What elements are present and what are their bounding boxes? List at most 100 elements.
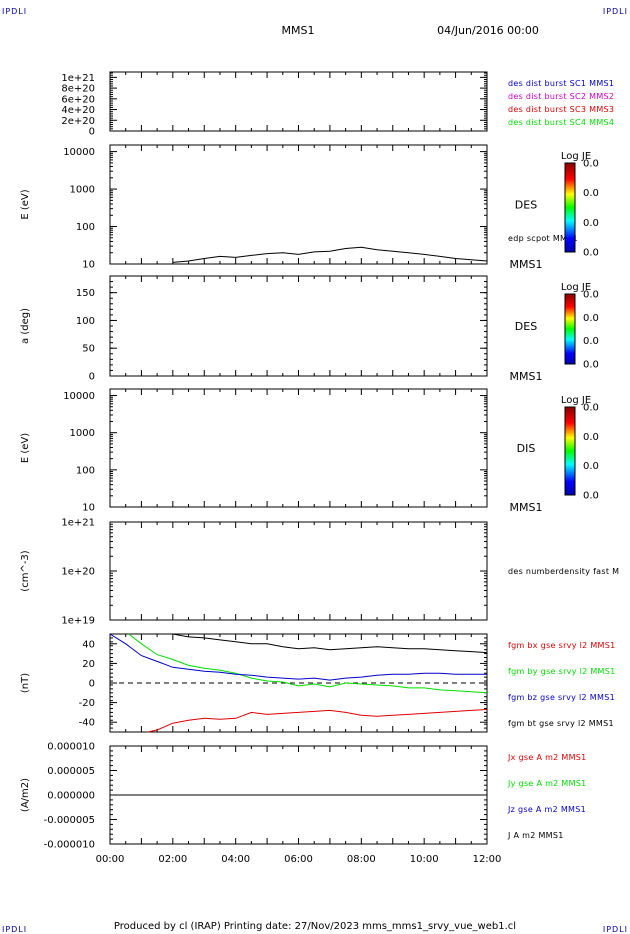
y-tick-label: 6e+20 [61, 94, 95, 105]
colorbar-tick-label: 0.0 [583, 360, 599, 371]
series-line [147, 709, 488, 733]
time-tick-label: 02:00 [158, 854, 187, 865]
legend-entry: des dist burst SC4 MMS4 [508, 118, 614, 127]
colorbar-tick-label: 0.0 [583, 403, 599, 414]
y-tick-label: 4e+20 [61, 105, 95, 116]
series-line [172, 633, 488, 654]
legend-entry: Jy gse A m2 MMS1 [507, 779, 587, 788]
legend-entry: Jz gse A m2 MMS1 [507, 805, 586, 814]
panel-frame [109, 521, 488, 621]
spacecraft-label: MMS1 [510, 258, 543, 271]
y-axis-label: (nT) [20, 673, 31, 693]
y-tick-label: 1e+20 [61, 567, 95, 578]
y-tick-label: 150 [76, 288, 95, 299]
legend-entry: des dist burst SC2 MMS2 [508, 92, 614, 101]
figure-date: 04/Jun/2016 00:00 [437, 24, 539, 37]
spacecraft-label: MMS1 [510, 370, 543, 383]
colorbar-tick-label: 0.0 [583, 248, 599, 259]
series-line [109, 633, 487, 681]
overlay-series-label: edp scpot MMS1 [508, 234, 578, 243]
legend-entry: J A m2 MMS1 [507, 831, 564, 840]
y-tick-label: 10000 [63, 147, 95, 158]
colorbar-tick-label: 0.0 [583, 491, 599, 502]
y-tick-label: 0 [89, 679, 95, 690]
panel-frame [109, 388, 488, 508]
legend-entry: Jx gse A m2 MMS1 [507, 753, 587, 762]
colorbar-tick-label: 0.0 [583, 432, 599, 443]
y-tick-label: 0.000000 [47, 791, 95, 802]
y-axis-label: a (deg) [20, 308, 31, 344]
colorbar-tick-label: 0.0 [583, 159, 599, 170]
time-tick-label: 04:00 [221, 854, 250, 865]
y-tick-label: 0 [89, 372, 95, 383]
figure-title: MMS1 [282, 24, 315, 37]
y-tick-label: 0.000010 [47, 742, 95, 753]
panel-frame [109, 275, 488, 377]
panel-des-energy: 10 100 1000 10000 E (eV) edp scpot MMS1 DES MMS… [20, 144, 599, 271]
legend-entry: des dist burst SC3 MMS3 [508, 105, 614, 114]
y-tick-label: 1e+19 [61, 616, 95, 627]
colorbar-tick-label: 0.0 [583, 461, 599, 472]
time-tick-label: 00:00 [96, 854, 125, 865]
y-tick-label: 10 [82, 503, 95, 514]
time-tick-label: 08:00 [347, 854, 376, 865]
y-tick-label: 1000 [70, 428, 95, 439]
y-tick-label: 10000 [63, 391, 95, 402]
y-axis-label: E (eV) [20, 189, 31, 219]
y-tick-label: 100 [76, 222, 95, 233]
colorbar-tick-label: 0.0 [583, 218, 599, 229]
legend-entry: des numberdensity fast M [508, 567, 619, 576]
y-tick-label: 0 [89, 127, 95, 138]
y-tick-label: 100 [76, 316, 95, 327]
panel-frame [109, 144, 488, 265]
corner-label-top-right: IPDLI [603, 7, 628, 16]
colorbar-tick-label: 0.0 [583, 188, 599, 199]
y-axis-label: (A/m2) [20, 778, 31, 812]
legend-entry: des dist burst SC1 MMS1 [508, 79, 614, 88]
panel-des-density: 1e+19 1e+20 1e+21 (cm^-3) des numberdensity … [20, 518, 619, 627]
panel-frame [109, 71, 488, 132]
colorbar-title: Log JE [561, 151, 591, 162]
time-tick-label: 12:00 [473, 854, 502, 865]
y-tick-label: 1e+21 [61, 73, 95, 84]
y-tick-label: 100 [76, 465, 95, 476]
y-tick-label: -0.000005 [44, 815, 95, 826]
time-tick-label: 06:00 [284, 854, 313, 865]
instrument-label: DES [515, 320, 537, 333]
y-tick-label: 1e+21 [61, 518, 95, 529]
time-tick-label: 10:00 [410, 854, 439, 865]
footer-credit: Produced by cl (IRAP) Printing date: 27/… [114, 921, 516, 932]
colorbar-tick-label: 0.0 [583, 336, 599, 347]
y-axis-label: (cm^-3) [20, 550, 31, 591]
y-tick-label: -40 [79, 718, 95, 729]
y-tick-label: -20 [79, 698, 95, 709]
colorbar-title: Log JE [561, 282, 591, 293]
instrument-label: DIS [517, 442, 536, 455]
corner-label-top-left: IPDLI [2, 7, 27, 16]
colorbar [564, 293, 576, 365]
y-tick-label: 8e+20 [61, 84, 95, 95]
y-tick-label: 10 [82, 260, 95, 271]
colorbar [564, 162, 576, 253]
y-tick-label: 2e+20 [61, 116, 95, 127]
series-line [172, 246, 488, 263]
colorbar-tick-label: 0.0 [583, 290, 599, 301]
colorbar-tick-label: 0.0 [583, 313, 599, 324]
colorbar [564, 406, 576, 496]
colorbar-title: Log JE [561, 395, 591, 406]
y-tick-label: 0.000005 [47, 766, 95, 777]
legend-entry: fgm bt gse srvy l2 MMS1 [508, 719, 614, 728]
corner-label-bottom-right: IPDLI [603, 925, 628, 934]
legend-entry: fgm by gse srvy l2 MMS1 [508, 667, 616, 676]
series-line [128, 633, 488, 694]
instrument-label: DES [515, 199, 537, 212]
y-tick-label: 40 [82, 639, 95, 650]
panel-fgm: -40 -20 0 20 40 (nT) fgm bx gse srvy l2 MMS1 fg… [20, 633, 616, 733]
y-axis-label: E (eV) [20, 433, 31, 463]
y-tick-label: 1000 [70, 185, 95, 196]
